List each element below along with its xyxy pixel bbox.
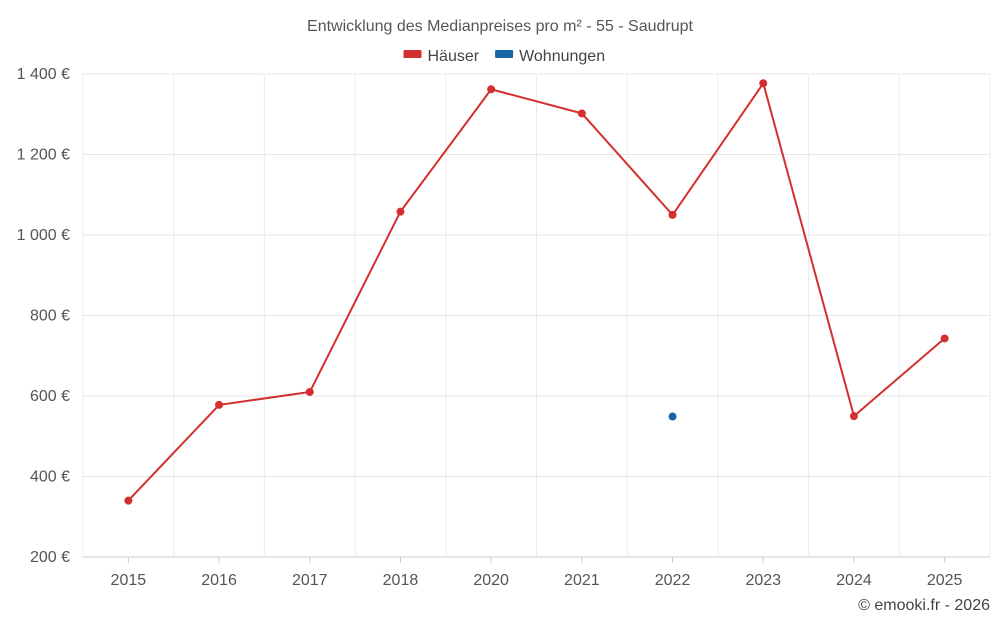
x-tick-label: 2018 xyxy=(383,572,419,589)
data-point-haeuser xyxy=(759,79,768,88)
data-point-haeuser xyxy=(849,412,858,421)
data-point-haeuser xyxy=(124,496,133,505)
y-tick-label: 400 € xyxy=(30,469,70,486)
y-tick-label: 600 € xyxy=(30,388,70,405)
y-tick-label: 800 € xyxy=(30,308,70,325)
x-tick-label: 2021 xyxy=(564,572,600,589)
legend-swatch-wohnungen xyxy=(495,50,514,58)
data-point-haeuser xyxy=(487,85,496,94)
series-line-haeuser xyxy=(127,80,946,502)
data-point-haeuser xyxy=(305,387,314,396)
data-point-wohnungen xyxy=(668,412,677,421)
x-tick-label: 2020 xyxy=(473,572,509,589)
grid xyxy=(82,73,991,558)
legend: Häuser Wohnungen xyxy=(403,48,605,65)
data-point-haeuser xyxy=(215,400,224,409)
x-tick-label: 2023 xyxy=(745,572,781,589)
y-tick-label: 1 400 € xyxy=(17,66,70,83)
data-point-haeuser xyxy=(396,207,405,216)
credit-text: © emooki.fr - 2026 xyxy=(858,597,990,614)
y-axis: 200 € 400 € 600 € 800 € 1 000 € 1 200 € 1 400 … xyxy=(17,66,70,566)
y-tick-label: 200 € xyxy=(30,549,70,566)
legend-swatch-haeuser xyxy=(403,50,422,58)
x-tick-label: 2024 xyxy=(836,572,872,589)
x-tick-label: 2015 xyxy=(111,572,147,589)
x-tick-label: 2022 xyxy=(655,572,691,589)
x-axis: 2015 2016 2017 2018 2020 2021 2022 2023 2024 2025 xyxy=(111,557,963,589)
x-tick-label: 2016 xyxy=(201,572,237,589)
x-tick-label: 2025 xyxy=(927,572,963,589)
legend-label-wohnungen: Wohnungen xyxy=(519,48,605,65)
data-point-haeuser xyxy=(940,334,949,343)
data-point-haeuser xyxy=(577,109,586,118)
legend-label-haeuser: Häuser xyxy=(428,48,480,65)
x-tick-label: 2017 xyxy=(292,572,328,589)
series-group xyxy=(124,79,949,505)
data-point-haeuser xyxy=(668,210,677,219)
y-tick-label: 1 000 € xyxy=(17,227,70,244)
chart-title: Entwicklung des Medianpreises pro m² - 5… xyxy=(307,18,694,35)
y-tick-label: 1 200 € xyxy=(17,147,70,164)
